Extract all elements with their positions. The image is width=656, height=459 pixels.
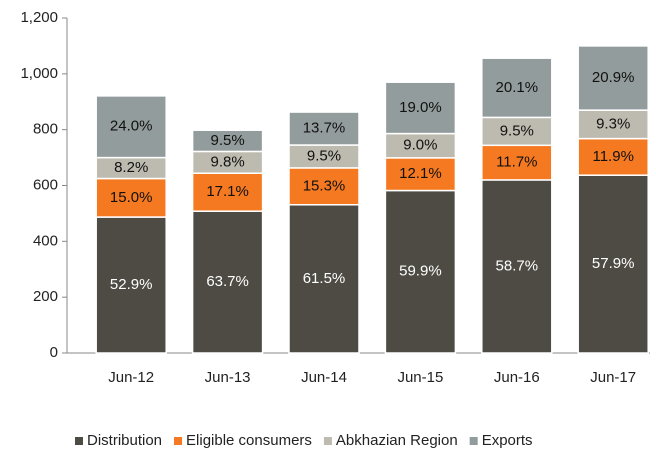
legend-swatch (323, 437, 332, 445)
legend-label: Abkhazian Region (336, 432, 458, 449)
data-label: 9.5% (500, 122, 534, 139)
data-label: 8.2% (114, 159, 148, 176)
bar-segment (95, 177, 167, 218)
legend-label: Eligible consumers (186, 432, 312, 449)
bar-segment (384, 189, 457, 354)
x-tick-label: Jun-12 (108, 369, 154, 386)
bar-segment (95, 95, 167, 159)
data-label: 13.7% (303, 120, 346, 137)
x-tick-label: Jun-14 (301, 369, 347, 386)
bar-segment (191, 172, 264, 212)
data-label: 19.0% (399, 99, 442, 116)
data-label: 15.3% (303, 177, 346, 194)
bar-segment (95, 216, 167, 354)
bar-segment (577, 174, 649, 354)
bar-segment (384, 157, 457, 192)
bar-segment (384, 81, 457, 135)
data-label: 9.5% (210, 132, 244, 149)
legend-swatch (174, 437, 183, 445)
data-label: 9.8% (210, 153, 244, 170)
data-label: 24.0% (110, 118, 153, 135)
bar-segment (288, 111, 360, 146)
data-label: 61.5% (303, 270, 346, 287)
legend-label: Distribution (87, 432, 162, 449)
bar-segment (481, 144, 553, 181)
y-tick-label: 400 (33, 232, 58, 249)
data-label: 59.9% (399, 263, 442, 280)
data-label: 15.0% (110, 189, 153, 206)
bar-segment (288, 167, 360, 206)
data-label: 11.7% (496, 154, 537, 171)
legend-label: Exports (482, 432, 533, 449)
x-tick-label: Jun-15 (397, 369, 443, 386)
legend-swatch (469, 437, 478, 445)
data-label: 9.5% (307, 147, 341, 164)
data-label: 57.9% (592, 255, 635, 272)
data-label: 20.9% (592, 69, 635, 86)
data-label: 58.7% (496, 257, 539, 274)
data-label: 17.1% (206, 183, 249, 200)
y-tick-label: 600 (33, 176, 58, 193)
bar-segment (481, 57, 553, 119)
data-label: 12.1% (399, 165, 442, 182)
y-tick-label: 200 (33, 288, 58, 305)
bar-segment (577, 137, 649, 176)
bar-segment (577, 45, 649, 111)
data-label: 9.3% (596, 115, 630, 132)
y-tick-label: 1,000 (20, 65, 58, 82)
bar-segment (191, 129, 264, 153)
data-label: 52.9% (110, 276, 153, 293)
y-tick-label: 1,200 (20, 9, 58, 26)
x-tick-label: Jun-17 (590, 369, 636, 386)
data-label: 63.7% (206, 273, 249, 290)
x-tick-label: Jun-13 (205, 369, 251, 386)
x-tick-label: Jun-16 (494, 369, 540, 386)
y-tick-label: 0 (50, 344, 58, 361)
data-label: 9.0% (403, 137, 437, 154)
data-label: 20.1% (496, 79, 539, 96)
data-label: 11.9% (592, 148, 633, 165)
y-tick-label: 800 (33, 121, 58, 138)
legend-swatch (75, 437, 83, 445)
bar-segment (288, 204, 360, 354)
bar-segment (481, 116, 553, 147)
